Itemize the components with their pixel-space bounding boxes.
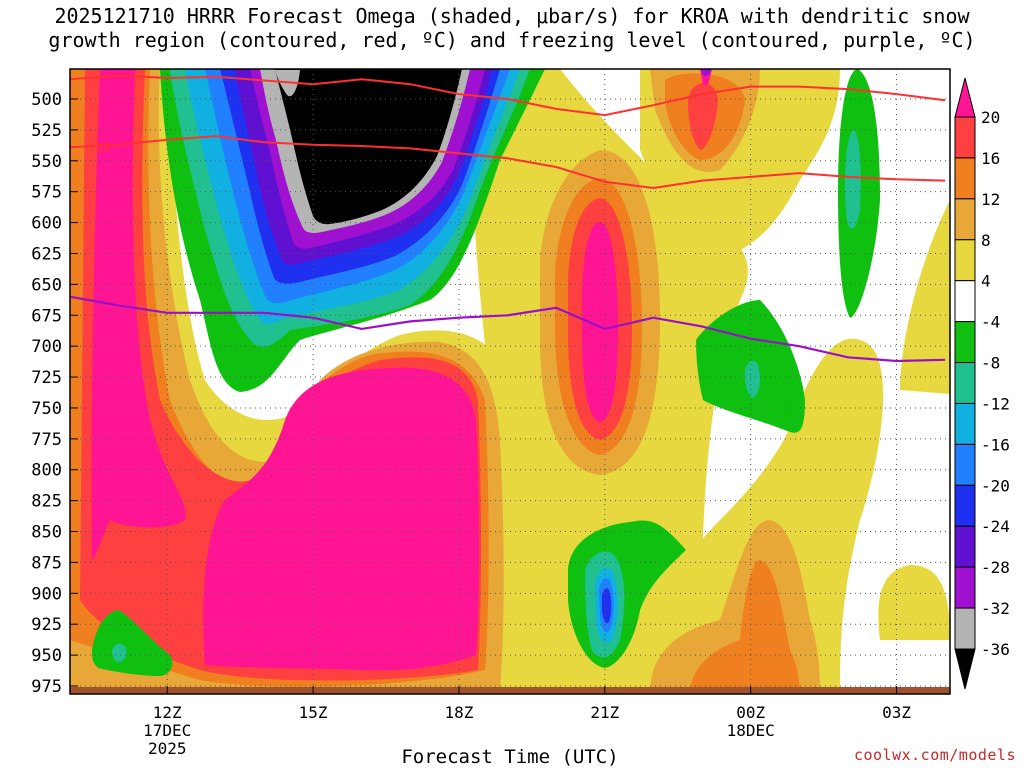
- colorbar-label: 16: [981, 149, 1000, 168]
- omega-fill-20-21z: [582, 222, 618, 422]
- omega-fill-n4-e: [92, 610, 173, 676]
- x-tick-label: 12Z: [153, 703, 182, 722]
- y-tick-label: 975: [31, 677, 62, 697]
- y-tick-label: 700: [31, 337, 62, 357]
- x-tick-label: 21Z: [590, 703, 619, 722]
- omega-fill-n8-c: [744, 360, 760, 398]
- colorbar-swatch: [954, 525, 976, 568]
- colorbar-swatch: [954, 566, 976, 609]
- colorbar-label: -28: [981, 558, 1010, 577]
- y-tick-label: 650: [31, 275, 62, 295]
- omega-fill-n8-b: [845, 130, 861, 229]
- y-tick-label: 675: [31, 306, 62, 326]
- omega-fill-n28-b: [700, 69, 712, 77]
- colorbar-label: 8: [981, 231, 991, 250]
- x-tick-sublabel: 17DEC: [143, 721, 191, 740]
- colorbar-label: -4: [981, 313, 1000, 332]
- colorbar-swatch: [954, 280, 976, 323]
- x-tick-label: 15Z: [299, 703, 328, 722]
- colorbar-label: 20: [981, 108, 1000, 127]
- colorbar-swatch: [954, 157, 976, 200]
- y-tick-label: 500: [31, 90, 62, 110]
- colorbar-swatch: [954, 443, 976, 486]
- y-tick-label: 800: [31, 461, 62, 481]
- y-tick-label: 725: [31, 368, 62, 388]
- colorbar-cap-bottom: [954, 648, 976, 690]
- y-tick-label: 825: [31, 492, 62, 512]
- colorbar-label: -20: [981, 476, 1010, 495]
- y-tick-label: 525: [31, 121, 62, 141]
- y-tick-label: 550: [31, 152, 62, 172]
- y-tick-label: 950: [31, 646, 62, 666]
- chart-title-line2: growth region (contoured, red, ºC) and f…: [48, 28, 976, 52]
- dgz-contour-line: [70, 135, 946, 190]
- colorbar-cap-top: [954, 77, 976, 118]
- colorbar-swatch: [954, 239, 976, 282]
- colorbar-label: -24: [981, 517, 1010, 536]
- dgz-contours: -12: [70, 74, 946, 190]
- x-axis-title: Forecast Time (UTC): [401, 746, 619, 768]
- freezing-level-line: [70, 295, 946, 363]
- omega-fill-n8-e: [112, 643, 127, 662]
- omega-fill-16-c: [688, 83, 718, 150]
- colorbar-swatch: [954, 362, 976, 404]
- colorbar-swatch: [954, 116, 976, 159]
- colorbar-label: -12: [981, 394, 1010, 413]
- x-tick-sublabel: 2025: [148, 739, 187, 758]
- dgz-contour-line: [70, 74, 946, 117]
- colorbar-swatch: [954, 198, 976, 241]
- colorbar-label: 4: [981, 272, 991, 291]
- y-tick-label: 875: [31, 553, 62, 573]
- y-axis: 500 525 550 575 600 625 650 675 700 725 750 775 800 8…: [31, 90, 78, 697]
- y-tick-label: 750: [31, 399, 62, 419]
- x-tick-label: 00Z: [736, 703, 765, 722]
- colorbar: 20 16 12 8 4 -4 -8 -12 -16 -20 -24 -28 -32 -36: [954, 77, 1010, 690]
- plot-area: -12: [70, 69, 950, 694]
- x-tick-label: 18Z: [444, 703, 473, 722]
- chart-title: 2025121710 HRRR Forecast Omega (shaded, …: [0, 4, 1024, 52]
- omega-fill-20-main: [203, 367, 479, 671]
- credit-text: coolwx.com/models: [853, 746, 1016, 764]
- terrain-strip: [70, 687, 950, 694]
- y-tick-label: 925: [31, 615, 62, 635]
- colorbar-label: -36: [981, 640, 1010, 659]
- x-tick-sublabel: 18DEC: [727, 721, 775, 740]
- y-tick-label: 850: [31, 523, 62, 543]
- colorbar-label: -8: [981, 354, 1000, 373]
- omega-fill-4-d: [640, 338, 884, 694]
- plot-frame: [69, 68, 951, 695]
- y-tick-label: 625: [31, 244, 62, 264]
- omega-fill-4-g: [790, 73, 808, 82]
- colorbar-label: 12: [981, 190, 1000, 209]
- omega-fill-4-e: [900, 200, 950, 394]
- colorbar-swatch: [954, 484, 976, 527]
- chart-title-line1: 2025121710 HRRR Forecast Omega (shaded, …: [54, 4, 970, 28]
- y-tick-label: 600: [31, 214, 62, 234]
- freezing-level-contour: [70, 295, 946, 363]
- y-tick-label: 900: [31, 584, 62, 604]
- omega-fill-4-f: [878, 565, 950, 640]
- dgz-contour-label: -12: [87, 141, 110, 156]
- omega-shading: [70, 69, 950, 694]
- colorbar-label: -16: [981, 435, 1010, 454]
- omega-fill-12-d: [690, 560, 800, 694]
- colorbar-swatch: [954, 402, 976, 445]
- colorbar-swatch: [954, 607, 976, 650]
- x-tick-label: 03Z: [882, 703, 911, 722]
- y-tick-label: 575: [31, 183, 62, 203]
- y-tick-label: 775: [31, 430, 62, 450]
- colorbar-swatch: [954, 321, 976, 364]
- colorbar-label: -32: [981, 599, 1010, 618]
